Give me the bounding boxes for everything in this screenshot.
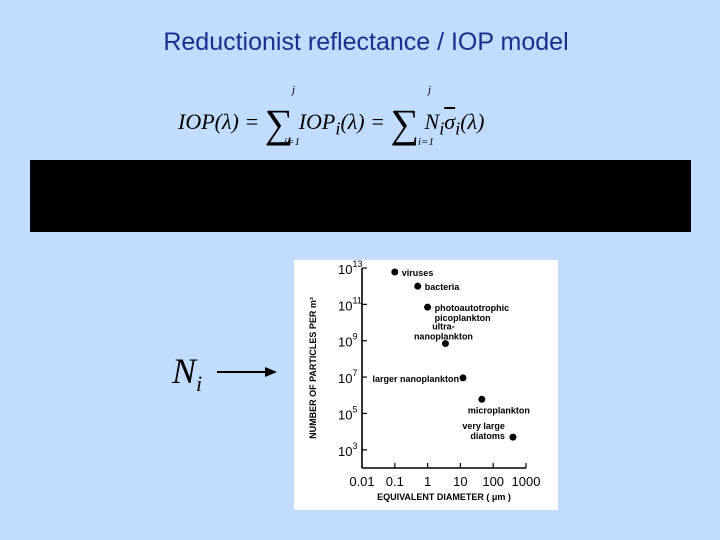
y-tick-exponent-1: 11 [352, 295, 361, 305]
y-tick-label-1: 1011 [338, 295, 362, 313]
eq-right-arg: (λ) [460, 109, 485, 134]
ni-subscript: i [196, 371, 203, 397]
data-point-2 [424, 303, 432, 311]
data-label-0-0: viruses [402, 268, 434, 278]
x-tick-label-3: 10 [453, 474, 467, 489]
data-point-1 [414, 282, 422, 290]
ni-label: Ni [172, 350, 202, 397]
data-label-4-0: larger nanoplankton [372, 374, 459, 384]
y-tick-label-5: 103 [338, 441, 357, 459]
x-tick-label-4: 100 [482, 474, 504, 489]
particle-size-chart: 0.01 0.1 1 10 100 1000 1013 1011 109 107 105 103 EQU… [294, 259, 558, 510]
eq-middle-sub: i [335, 118, 341, 139]
y-tick-exponent-3: 7 [352, 368, 357, 378]
eq-right-n: N [424, 109, 440, 134]
data-label-2-0: photoautotrophic [435, 303, 509, 313]
y-tick-label-3: 107 [338, 368, 357, 386]
x-tick-label-2: 1 [424, 474, 431, 489]
sum-upper-2: j [428, 84, 432, 96]
y-axis-title: NUMBER OF PARTICLES PER m³ [308, 297, 318, 439]
iop-equation: IOP(λ) = ∑ IOPi(λ) = ∑ Niσi(λ) j i=1 j i… [178, 84, 538, 150]
eq-middle: IOP [298, 109, 336, 134]
sum-upper-1: j [292, 84, 296, 96]
sum-lower-2: i=1 [418, 136, 434, 148]
data-label-6-0: very large [462, 421, 505, 431]
data-label-3-1: nanoplankton [414, 332, 473, 342]
y-tick-exponent-5: 3 [352, 441, 357, 451]
data-label-1-0: bacteria [425, 282, 461, 292]
data-point-5 [478, 395, 486, 403]
eq-lhs: IOP(λ) = [178, 109, 260, 134]
data-point-3 [441, 340, 449, 348]
sum-symbol-1: ∑ [264, 101, 294, 146]
eq-right-sigma-sub: i [455, 118, 461, 139]
data-point-6 [509, 433, 517, 441]
data-point-0 [391, 268, 399, 276]
x-tick-label-1: 0.1 [386, 474, 404, 489]
y-tick-label-0: 1013 [338, 260, 362, 277]
data-label-3-0: ultra- [432, 322, 455, 332]
x-axis-title: EQUIVALENT DIAMETER ( μm ) [377, 492, 511, 502]
data-label-2-1: picoplankton [435, 313, 491, 323]
y-tick-label-2: 109 [338, 332, 357, 350]
redacted-bar [30, 160, 691, 232]
data-point-4 [459, 374, 467, 382]
sum-symbol-2: ∑ [390, 101, 419, 146]
eq-right-n-sub: i [439, 118, 445, 139]
eq-middle-arg: (λ) = [340, 109, 385, 134]
data-label-6-1: diatoms [470, 431, 505, 441]
chart-svg: 0.01 0.1 1 10 100 1000 1013 1011 109 107 105 103 EQU… [308, 259, 541, 502]
right-arrow-icon [217, 367, 277, 377]
y-tick-exponent-2: 9 [352, 332, 357, 342]
data-label-5-0: microplankton [468, 405, 530, 415]
y-tick-exponent-4: 5 [352, 404, 357, 414]
y-tick-label-4: 105 [338, 404, 357, 422]
x-tick-label-0: 0.01 [349, 474, 374, 489]
slide-title: Reductionist reflectance / IOP model [163, 28, 569, 56]
eq-right-sigma: σ [444, 109, 456, 134]
x-tick-label-5: 1000 [512, 474, 541, 489]
y-tick-exponent-0: 13 [352, 260, 362, 269]
sum-lower-1: i=1 [284, 136, 300, 148]
ni-letter: N [172, 351, 197, 391]
